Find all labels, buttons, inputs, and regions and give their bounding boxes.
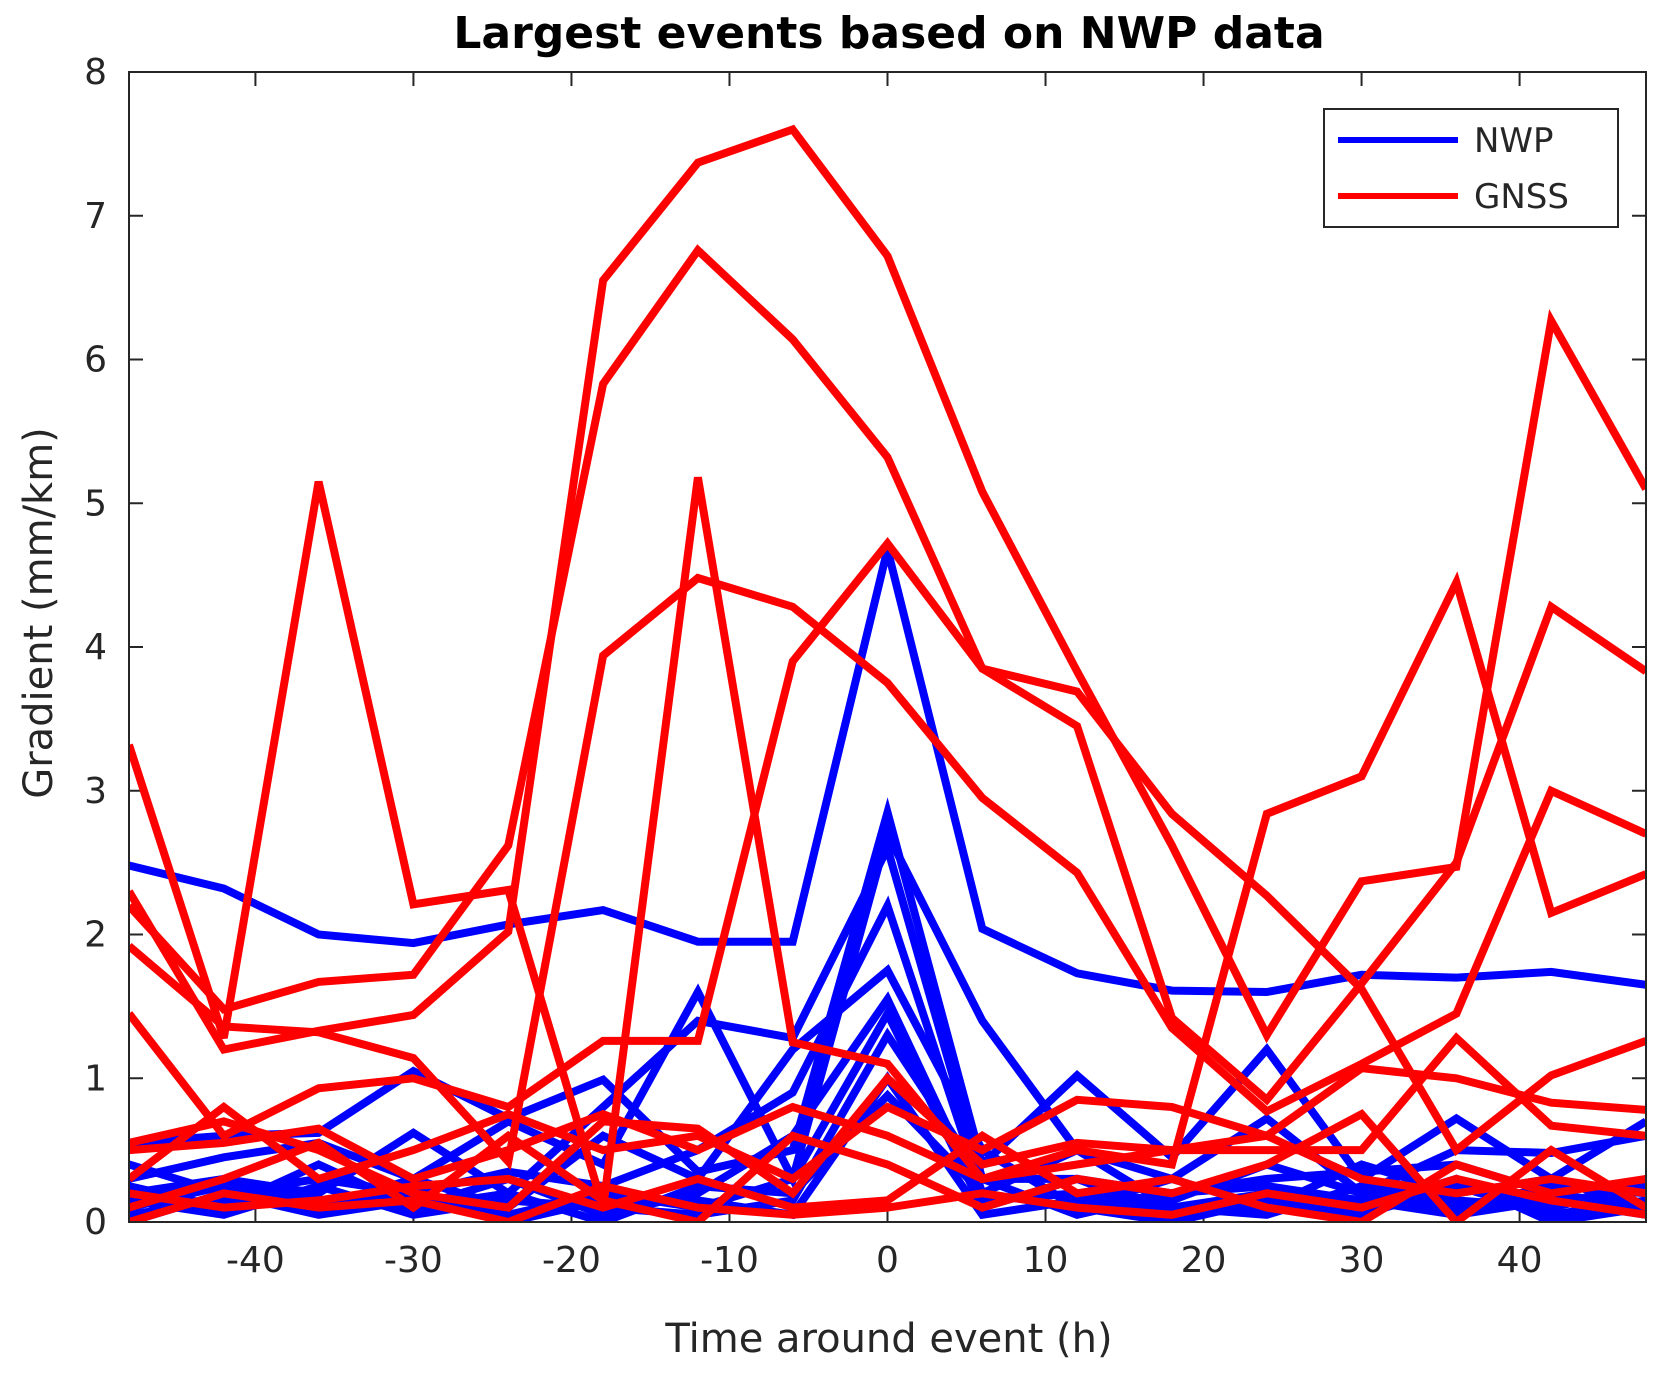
x-tick-labels: -40 -30 -20 -10 0 10 20 30 40 [226, 1240, 1542, 1281]
y-tick-label: 5 [84, 483, 107, 524]
series-line-gnss [129, 476, 1646, 1209]
plot-frame [128, 71, 1647, 1223]
y-tick-label: 7 [84, 196, 107, 237]
x-tick-label: 10 [1023, 1240, 1069, 1281]
legend-box [1323, 108, 1619, 228]
x-tick-label: -40 [226, 1240, 285, 1281]
x-tick-label: 30 [1339, 1240, 1385, 1281]
y-tick-label: 4 [84, 627, 107, 668]
series-layer [129, 124, 1646, 1222]
x-tick-label: -30 [384, 1240, 443, 1281]
series-line-gnss [129, 1032, 1646, 1212]
series-line-gnss [129, 1174, 1646, 1222]
y-axis-label: Gradient (mm/km) [16, 427, 62, 799]
series-line-nwp [129, 837, 1646, 1212]
x-tick-label: -10 [700, 1240, 759, 1281]
y-tick-label: 8 [84, 52, 107, 93]
x-tick-label: 20 [1181, 1240, 1227, 1281]
series-line-nwp [129, 797, 1646, 1185]
x-axis-label: Time around event (h) [664, 1316, 1112, 1362]
y-tick-label: 6 [84, 340, 107, 381]
y-tick-label: 0 [84, 1202, 107, 1243]
series-line-gnss [129, 244, 1646, 1106]
x-tick-label: -20 [542, 1240, 601, 1281]
y-tick-label: 2 [84, 915, 107, 956]
chart-title: Largest events based on NWP data [453, 8, 1324, 59]
series-line-gnss [129, 124, 1646, 1054]
legend-label-gnss: GNSS [1474, 177, 1569, 217]
y-tick-label: 3 [84, 771, 107, 812]
series-line-gnss [129, 537, 1646, 1157]
x-tick-label: 40 [1497, 1240, 1543, 1281]
series-line-gnss [129, 1131, 1646, 1222]
x-tick-label: 0 [876, 1240, 899, 1281]
y-tick-labels: 0 1 2 3 4 5 6 7 8 [84, 52, 107, 1243]
legend-label-nwp: NWP [1474, 121, 1554, 161]
series-line-gnss [129, 1064, 1646, 1184]
legend: NWP GNSS [1323, 108, 1619, 228]
series-line-gnss [129, 1109, 1646, 1222]
series-line-nwp [129, 822, 1646, 1198]
y-tick-label: 1 [84, 1058, 107, 1099]
